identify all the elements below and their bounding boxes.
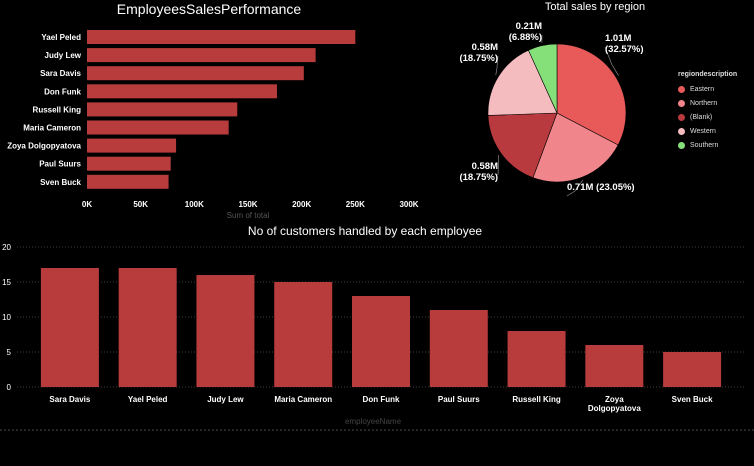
sales-bar [87, 84, 277, 99]
x-category-label: Don Funk [363, 395, 400, 404]
x-tick-label: 100K [185, 200, 204, 209]
y-tick-label: 10 [2, 313, 11, 322]
legend-item[interactable]: (Blank) [678, 110, 737, 124]
x-tick-label: 250K [346, 200, 365, 209]
x-tick-label: 0K [82, 200, 92, 209]
bar-category-label: Yael Peled [41, 33, 81, 42]
x-category-label: Sara Davis [49, 395, 90, 404]
customers-bar [40, 268, 99, 387]
x-category-label: Sven Buck [672, 395, 713, 404]
pie-slice-eastern [556, 43, 627, 146]
customers-bar [118, 268, 177, 387]
x-tick-label: 200K [292, 200, 311, 209]
chart1-title: EmployeesSalesPerformance [116, 1, 302, 17]
customers-bar [507, 331, 566, 387]
customers-bar [585, 345, 644, 387]
bar-category-label: Don Funk [44, 87, 81, 96]
legend-label: Southern [690, 141, 719, 149]
legend-label: Eastern [690, 85, 715, 93]
x-axis-title: Sum of total [227, 211, 270, 220]
pie-leader-line [495, 55, 499, 76]
legend-item[interactable]: Southern [678, 138, 737, 152]
legend-swatch [678, 141, 685, 149]
pie-leader-line [604, 46, 619, 76]
legend-label: Western [690, 127, 716, 135]
pie-slice-northern [532, 112, 619, 183]
legend-swatch [678, 85, 685, 93]
x-axis-title: employeeName [345, 417, 402, 426]
x-category-label: Paul Suurs [438, 395, 480, 404]
x-category-label: Dolgopyatova [588, 404, 641, 413]
pie-slice-blank [487, 112, 558, 179]
pie-data-label: (6.88%) [509, 32, 542, 43]
pie-data-label: 0.71M (23.05%) [567, 182, 635, 193]
legend-swatch [678, 127, 685, 135]
sales-bar [87, 30, 356, 44]
pie-data-label: 0.58M [472, 42, 498, 53]
x-category-label: Zoya [605, 395, 624, 404]
customers-bar [196, 275, 255, 387]
sales-bar [87, 48, 316, 63]
legend-swatch [678, 113, 685, 121]
chart3-title: No of customers handled by each employee [247, 224, 483, 238]
chart2-title: Total sales by region [544, 1, 646, 13]
pie-data-label: 0.58M [472, 161, 498, 172]
x-category-label: Yael Peled [128, 395, 168, 404]
pie-slice-western [487, 49, 558, 116]
bar-category-label: Sara Davis [40, 69, 81, 78]
legend-item[interactable]: Northern [678, 96, 737, 110]
x-tick-label: 300K [399, 200, 418, 209]
x-category-label: Maria Cameron [274, 395, 332, 404]
pie-data-label: (18.75%) [459, 172, 498, 183]
x-tick-label: 150K [238, 200, 257, 209]
pie-data-label: 1.01M [605, 33, 631, 44]
customers-bar [429, 310, 488, 387]
customers-bar [352, 296, 410, 387]
y-tick-label: 5 [7, 348, 12, 357]
pie-data-label: 0.21M [516, 21, 542, 32]
legend-label: (Blank) [690, 113, 713, 121]
sales-bar [87, 120, 229, 135]
legend-label: Northern [690, 99, 718, 107]
sales-bar [87, 66, 304, 81]
pie-slice-southern [528, 43, 558, 114]
sales-bar [87, 102, 238, 117]
sales-bar [87, 138, 177, 153]
pie-data-label: (32.57%) [605, 44, 644, 55]
bar-category-label: Zoya Dolgopyatova [7, 142, 81, 151]
y-tick-label: 20 [2, 243, 11, 252]
customers-bar [663, 352, 722, 387]
legend-item[interactable]: Western [678, 124, 737, 138]
bar-category-label: Sven Buck [40, 178, 81, 187]
pie-legend: regiondescription Eastern Northern (Blank)… [678, 71, 737, 152]
bar-category-label: Russell King [33, 105, 82, 114]
pie-leader-line [566, 180, 584, 197]
bar-category-label: Paul Suurs [39, 160, 81, 169]
sales-bar [87, 174, 169, 189]
x-category-label: Russell King [512, 395, 561, 404]
customers-bar [274, 282, 333, 387]
bar-category-label: Judy Lew [45, 51, 82, 60]
x-tick-label: 50K [133, 200, 148, 209]
bar-category-label: Maria Cameron [23, 124, 81, 133]
y-tick-label: 15 [2, 278, 11, 287]
legend-swatch [678, 99, 685, 107]
y-tick-label: 0 [7, 383, 12, 392]
x-category-label: Judy Lew [207, 395, 244, 404]
sales-bar [87, 156, 171, 171]
pie-leader-line [497, 155, 499, 176]
pie-data-label: (18.75%) [459, 53, 498, 64]
legend-item[interactable]: Eastern [678, 82, 737, 96]
legend-title: regiondescription [678, 71, 738, 78]
